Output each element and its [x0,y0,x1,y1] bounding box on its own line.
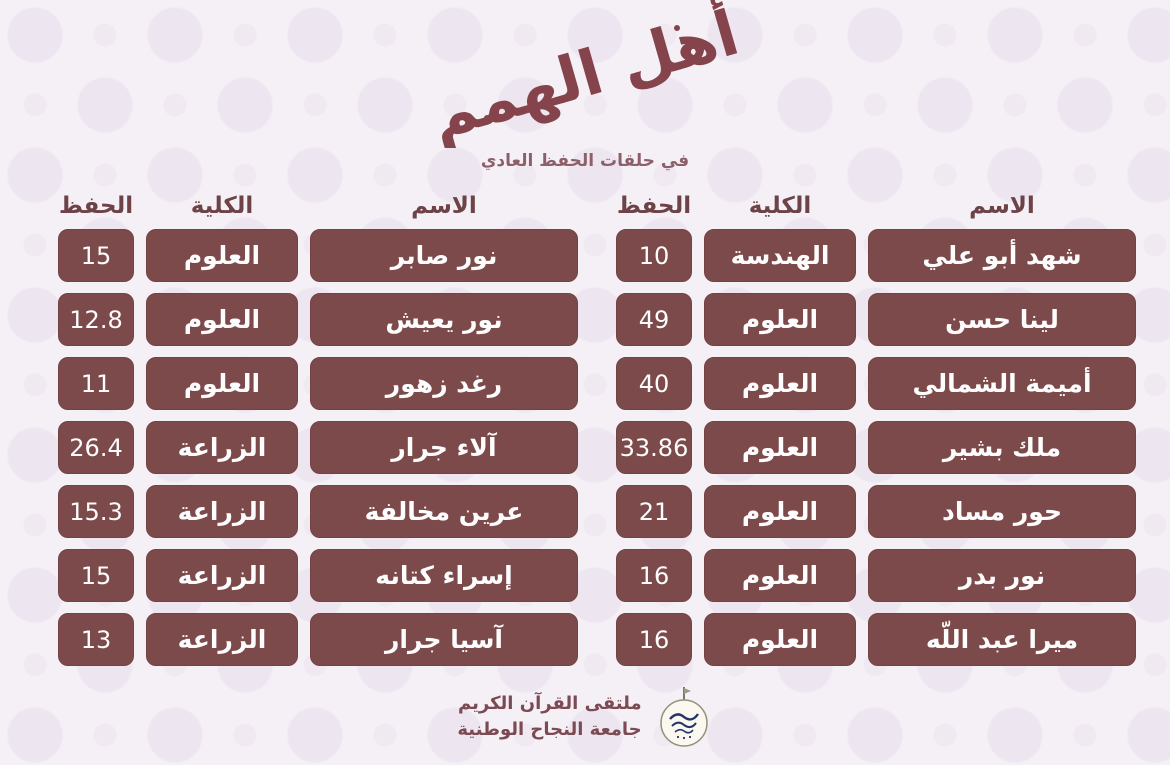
column-header-name: الاسم [411,193,477,219]
column-header-score: الحفظ [58,193,134,219]
name-cell: شهد أبو علي [868,229,1136,282]
table-body: شهد أبو علي الهندسة 10 لينا حسن العلوم 4… [616,229,1136,666]
footer-text: ملتقى القرآن الكريم جامعة النجاح الوطنية [457,691,641,743]
college-cell: العلوم [146,293,298,346]
score-cell: 49 [616,293,692,346]
org-name: ملتقى القرآن الكريم [458,692,642,714]
name-cell: نور بدر [868,549,1136,602]
score-cell: 10 [616,229,692,282]
score-cell: 13 [58,613,134,666]
column-header-score: الحفظ [616,193,692,219]
tables-area: الاسم الكلية الحفظ شهد أبو علي الهندسة 1… [0,176,1170,666]
college-cell: العلوم [704,357,856,410]
score-cell: 16 [616,613,692,666]
name-cell: لينا حسن [868,293,1136,346]
name-cell: ملك بشير [868,421,1136,474]
college-cell: الهندسة [704,229,856,282]
column-header-college: الكلية [748,193,812,219]
scores-table-left: الاسم الكلية الحفظ نور صابر العلوم 15 نو… [58,192,578,666]
title-block: أهل الهمم [0,0,1170,148]
college-cell: الزراعة [146,421,298,474]
page-subtitle: في حلقات الحفظ العادي [480,151,690,171]
name-cell: نور صابر [310,229,578,282]
college-cell: العلوم [704,549,856,602]
university-name: جامعة النجاح الوطنية [457,719,642,740]
name-cell: أميمة الشمالي [868,357,1136,410]
name-cell: آسيا جرار [310,613,578,666]
college-cell: الزراعة [146,485,298,538]
score-cell: 15 [58,229,134,282]
table-header-row: الاسم الكلية الحفظ [58,192,578,220]
scores-table-right: الاسم الكلية الحفظ شهد أبو علي الهندسة 1… [616,192,1136,666]
score-cell: 21 [616,485,692,538]
score-cell: 12.8 [58,293,134,346]
score-cell: 15.3 [58,485,134,538]
college-cell: العلوم [704,613,856,666]
score-cell: 15 [58,549,134,602]
name-cell: ميرا عبد اللّه [868,613,1136,666]
score-cell: 33.86 [616,421,692,474]
title-calligraphy: أهل الهمم [425,0,745,148]
column-header-college: الكلية [190,193,254,219]
college-cell: العلوم [704,293,856,346]
name-cell: رغد زهور [310,357,578,410]
name-cell: عرين مخالفة [310,485,578,538]
college-cell: العلوم [146,357,298,410]
page-title: أهل الهمم [425,0,745,148]
college-cell: الزراعة [146,549,298,602]
table-header-row: الاسم الكلية الحفظ [616,192,1136,220]
score-cell: 11 [58,357,134,410]
quran-forum-logo [659,687,708,747]
name-cell: حور مساد [868,485,1136,538]
college-cell: العلوم [146,229,298,282]
name-cell: آلاء جرار [310,421,578,474]
college-cell: العلوم [704,421,856,474]
college-cell: الزراعة [146,613,298,666]
score-cell: 40 [616,357,692,410]
column-header-name: الاسم [969,193,1035,219]
table-body: نور صابر العلوم 15 نور يعيش العلوم 12.8 … [58,229,578,666]
college-cell: العلوم [704,485,856,538]
name-cell: نور يعيش [310,293,578,346]
footer: ملتقى القرآن الكريم جامعة النجاح الوطنية [0,685,1170,749]
name-cell: إسراء كتانه [310,549,578,602]
score-cell: 26.4 [58,421,134,474]
score-cell: 16 [616,549,692,602]
